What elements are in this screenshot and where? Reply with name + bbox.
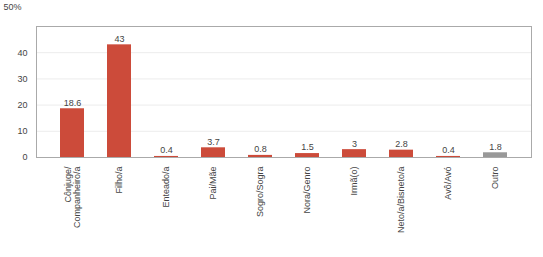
- svg-text:30: 30: [17, 74, 27, 84]
- svg-text:0.4: 0.4: [442, 145, 455, 155]
- svg-text:Enteado/a: Enteado/a: [161, 167, 171, 208]
- svg-text:10: 10: [17, 126, 27, 136]
- svg-text:Pai/Mãe: Pai/Mãe: [208, 167, 218, 200]
- svg-text:43: 43: [114, 34, 124, 44]
- svg-text:Sogro/Sogra: Sogro/Sogra: [255, 167, 265, 218]
- svg-text:3.7: 3.7: [207, 137, 220, 147]
- svg-text:Avô/Avó: Avô/Avó: [443, 167, 453, 200]
- svg-text:Cônjuge/Companheiro/a: Cônjuge/Companheiro/a: [63, 166, 82, 228]
- svg-text:Irmã(o): Irmã(o): [349, 166, 359, 195]
- svg-text:1.5: 1.5: [301, 142, 314, 152]
- svg-text:20: 20: [17, 100, 27, 110]
- svg-text:0.4: 0.4: [160, 145, 173, 155]
- svg-text:0: 0: [22, 152, 27, 162]
- svg-text:18.6: 18.6: [64, 98, 82, 108]
- svg-text:3: 3: [352, 139, 357, 149]
- svg-text:50%: 50%: [4, 2, 22, 12]
- svg-text:1.8: 1.8: [489, 142, 502, 152]
- svg-text:2.8: 2.8: [395, 139, 408, 149]
- svg-text:Nora/Genro: Nora/Genro: [302, 167, 312, 214]
- svg-text:Outro: Outro: [490, 167, 500, 190]
- svg-text:Filho/a: Filho/a: [114, 167, 124, 194]
- svg-text:Neto/a/Bisneto/a: Neto/a/Bisneto/a: [396, 167, 406, 234]
- svg-text:40: 40: [17, 48, 27, 58]
- svg-text:0.8: 0.8: [254, 144, 267, 154]
